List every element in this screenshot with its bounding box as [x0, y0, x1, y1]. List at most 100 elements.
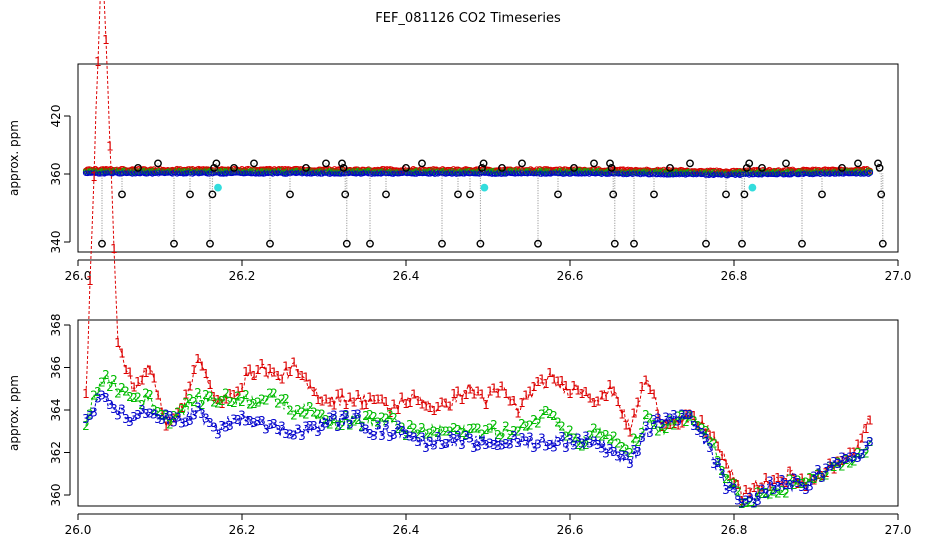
series-1-marker: 1	[726, 469, 734, 483]
series-1-marker: 1	[834, 455, 842, 469]
series-2-marker: 2	[226, 395, 234, 409]
series-3-marker: 3	[522, 435, 530, 449]
series-1-marker: 1	[258, 357, 266, 371]
series-3-marker: 3	[762, 487, 770, 501]
series-3-marker: 3	[534, 437, 542, 451]
series-3-marker: 3	[670, 408, 678, 422]
series-3-marker: 3	[610, 445, 618, 459]
series-2-marker: 2	[154, 405, 162, 419]
outlier-point	[609, 190, 618, 199]
series-3-marker: 3	[274, 423, 282, 437]
series-2-marker: 2	[178, 402, 186, 416]
series-2-marker: 2	[754, 485, 762, 499]
series-1-marker: 1	[678, 416, 686, 430]
series-2-marker: 2	[182, 396, 190, 410]
series-1-marker: 1	[198, 360, 206, 374]
series-2-marker: 2	[574, 438, 582, 452]
series-1-marker: 1	[562, 379, 570, 393]
series-2-marker: 2	[670, 419, 678, 433]
series-1-marker: 1	[818, 469, 826, 483]
series-2-marker: 2	[642, 408, 650, 422]
series-2-marker: 2	[526, 419, 534, 433]
outlier-point	[170, 239, 178, 248]
series-3-marker: 3	[854, 451, 862, 465]
series-3-marker: 3	[630, 443, 638, 457]
series-3-marker: 3	[538, 431, 546, 445]
series-2-marker: 2	[122, 385, 130, 399]
series-3-marker: 3	[626, 457, 634, 471]
series-3-marker: 3	[354, 408, 362, 422]
series-2-marker: 2	[802, 475, 810, 489]
series-3-marker: 3	[202, 412, 210, 426]
series-2-marker: 2	[558, 420, 566, 434]
series-3-marker: 3	[746, 491, 754, 505]
series-1-marker: 1	[850, 446, 858, 460]
series-2-marker: 2	[502, 419, 510, 433]
series-2-marker: 2	[326, 418, 334, 432]
series-3-marker: 3	[846, 451, 854, 465]
series-2-marker: 2	[434, 426, 442, 440]
series-2-marker: 2	[262, 393, 270, 407]
outlier-point	[630, 239, 638, 248]
series-3-marker: 3	[102, 391, 110, 405]
series-2-marker: 2	[370, 410, 378, 424]
series-2-marker: 2	[406, 418, 414, 432]
series-3-marker: 3	[154, 412, 162, 426]
series-3-marker: 3	[830, 455, 838, 469]
series-1-marker: 1	[302, 371, 310, 385]
top-y-tick-label: 340	[49, 231, 63, 254]
series-1-marker: 1	[554, 374, 562, 388]
series-3-marker: 3	[618, 449, 626, 463]
outlier-point	[877, 190, 886, 199]
series-3-marker: 3	[114, 408, 122, 422]
series-3-marker: 3	[782, 478, 790, 492]
series-2-marker: 2	[778, 484, 786, 498]
series-2-marker: 2	[814, 468, 822, 482]
series-3-marker: 3	[686, 408, 694, 422]
series-1-marker: 1	[398, 391, 406, 405]
series-1-marker: 1	[606, 378, 614, 392]
series-1-marker: 1	[446, 400, 454, 414]
series-1-marker: 1	[810, 473, 818, 487]
series-2-marker: 2	[190, 395, 198, 409]
series-2-marker: 2	[414, 428, 422, 442]
series-3-marker: 3	[218, 419, 226, 433]
series-2-marker: 2	[114, 387, 122, 401]
series-1-marker: 1	[366, 391, 374, 405]
series-3-marker: 3	[698, 426, 706, 440]
top-x-tick-label: 27.0	[885, 269, 912, 283]
series-2-marker: 2	[118, 381, 126, 395]
series-3-marker: 3	[658, 417, 666, 431]
outlier-point	[838, 164, 846, 172]
top-x-tick-label: 26.6	[557, 269, 584, 283]
series-2-marker: 2	[358, 420, 366, 434]
series-1-marker: 1	[358, 398, 366, 412]
series-2-marker: 2	[442, 425, 450, 439]
series-1-marker: 1	[662, 417, 670, 431]
series-1-marker: 1	[598, 388, 606, 402]
series-2-marker: 2	[830, 460, 838, 474]
series-2-marker: 2	[346, 419, 354, 433]
outlier-point	[302, 164, 310, 172]
series-3-marker: 3	[374, 419, 382, 433]
series-3-marker: 3	[654, 411, 662, 425]
series-2-marker: 2	[518, 417, 526, 431]
series-3-marker: 3	[806, 480, 814, 494]
series-1-marker: 1	[382, 395, 390, 409]
series-2-marker: 2	[698, 422, 706, 436]
panel-bottom: 26.0 26.2 26.4 26.6 26.8 27.0 360 362 364 366 368 a…	[7, 0, 911, 537]
series-2-marker: 2	[202, 388, 210, 402]
series-2-marker: 2	[474, 422, 482, 436]
series-3-marker: 3	[594, 438, 602, 452]
series-1-marker: 1	[374, 393, 382, 407]
series-3-marker: 3	[786, 478, 794, 492]
series-1-marker: 1	[342, 398, 350, 412]
series-1-marker: 1	[394, 403, 402, 417]
series-3-marker: 3	[454, 429, 462, 443]
series-3-marker: 3	[318, 420, 326, 434]
series-3-marker: 3	[562, 441, 570, 455]
series-2-marker: 2	[166, 417, 174, 431]
series-2-marker: 2	[494, 428, 502, 442]
series-1-marker: 1	[406, 396, 414, 410]
series-2-marker: 2	[402, 429, 410, 443]
